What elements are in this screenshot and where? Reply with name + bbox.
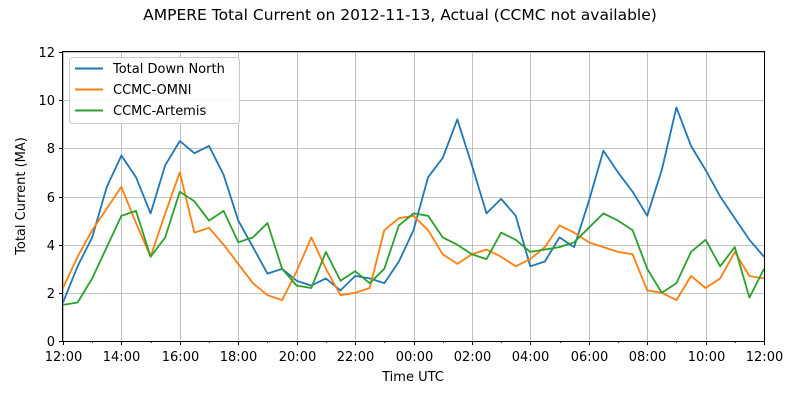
x-axis: 12:00 14:00 16:00 18:00 20:00 22:00 00:00 02:00… [45, 341, 783, 365]
x-tick-label: 22:00 [337, 350, 374, 365]
y-tick-label: 0 [47, 335, 55, 350]
legend-box [69, 57, 240, 124]
chart-title: AMPERE Total Current on 2012-11-13, Actu… [143, 6, 657, 24]
x-tick-label: 04:00 [512, 350, 549, 365]
y-axis-label: Total Current (MA) [14, 137, 29, 256]
plot-frame [62, 51, 765, 342]
legend-label-ccmc-omni: CCMC-OMNI [113, 83, 192, 98]
y-tick-label: 10 [38, 94, 55, 109]
x-tick-label: 08:00 [629, 350, 666, 365]
x-tick-label: 02:00 [454, 350, 491, 365]
y-tick-label: 2 [47, 287, 55, 302]
y-tick-label: 4 [47, 239, 55, 254]
x-tick-label: 16:00 [162, 350, 199, 365]
x-tick-label: 12:00 [45, 350, 82, 365]
x-tick-label: 20:00 [279, 350, 316, 365]
x-axis-label: Time UTC [381, 370, 444, 385]
y-axis: 0 2 4 6 8 10 12 [38, 46, 63, 350]
series-line-total-down-north [62, 106, 765, 303]
series-line-ccmc-omni [62, 171, 765, 302]
x-tick-label: 00:00 [396, 350, 433, 365]
legend-label-ccmc-artemis: CCMC-Artemis [113, 104, 206, 119]
y-tick-label: 12 [38, 46, 55, 61]
x-tick-label: 10:00 [688, 350, 725, 365]
series-line-ccmc-artemis [62, 190, 765, 306]
x-tick-label: 14:00 [103, 350, 140, 365]
legend-label-total-down-north: Total Down North [112, 62, 225, 77]
y-tick-label: 6 [47, 191, 55, 206]
series-layer [62, 106, 765, 306]
x-tick-label: 12:00 [746, 350, 783, 365]
legend: Total Down North CCMC-OMNI CCMC-Artemis [69, 57, 240, 124]
x-tick-label: 18:00 [220, 350, 257, 365]
x-tick-label: 06:00 [571, 350, 608, 365]
y-tick-label: 8 [47, 142, 55, 157]
